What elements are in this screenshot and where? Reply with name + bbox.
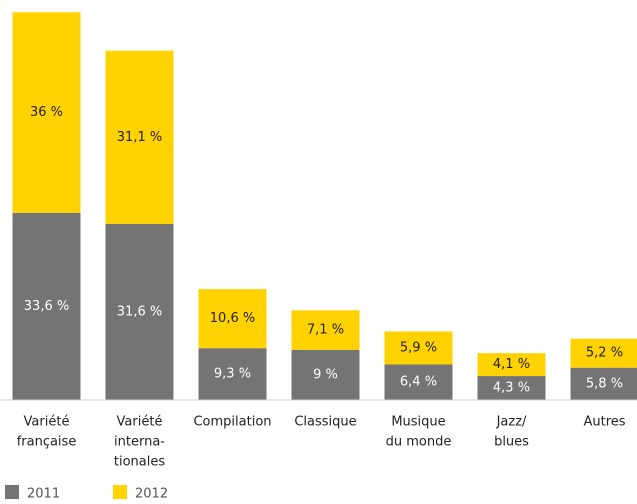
value-label: 31,6 %: [117, 304, 162, 319]
bar-segment: [384, 331, 453, 365]
value-label: 9 %: [313, 367, 338, 382]
x-tick-label: blues: [494, 435, 529, 450]
value-label: 10,6 %: [210, 311, 255, 326]
bar-segment: [570, 338, 637, 368]
value-label: 31,1 %: [117, 130, 162, 145]
bar-segment: [570, 367, 637, 400]
bar-segment: [291, 310, 360, 350]
x-tick-label: Autres: [583, 415, 625, 430]
value-label: 5,8 %: [586, 376, 623, 391]
x-tick-label: Variété: [117, 415, 163, 430]
legend-label: 2011: [27, 487, 60, 502]
value-label: 33,6 %: [24, 299, 69, 314]
x-tick-label: du monde: [386, 435, 452, 450]
x-tick-label: tionales: [114, 455, 165, 470]
legend-swatch: [5, 485, 19, 499]
bar-segment: [477, 376, 546, 400]
value-label: 5,9 %: [400, 340, 437, 355]
bar-segment: [291, 349, 360, 400]
value-label: 6,4 %: [400, 375, 437, 390]
x-tick-label: française: [17, 435, 77, 450]
value-label: 36 %: [30, 105, 63, 120]
value-label: 9,3 %: [214, 367, 251, 382]
bar-segment: [12, 12, 81, 213]
bar-segment: [105, 50, 174, 224]
bar-segment: [477, 353, 546, 377]
x-tick-label: Jazz/: [496, 415, 527, 430]
bar-segment: [105, 223, 174, 400]
x-tick-label: Compilation: [193, 415, 271, 430]
x-tick-label: Musique: [391, 415, 445, 430]
bar-segment: [384, 364, 453, 400]
value-label: 5,2 %: [586, 346, 623, 361]
value-label: 7,1 %: [307, 323, 344, 338]
x-tick-label: interna-: [114, 435, 165, 450]
bar-segment: [198, 289, 267, 349]
x-tick-label: Variété: [24, 415, 70, 430]
value-label: 4,3 %: [493, 381, 530, 396]
legend-label: 2012: [135, 487, 168, 502]
legend-swatch: [113, 485, 127, 499]
value-label: 4,1 %: [493, 357, 530, 372]
bar-segment: [198, 348, 267, 400]
bar-segment: [12, 212, 81, 400]
x-tick-label: Classique: [294, 415, 356, 430]
